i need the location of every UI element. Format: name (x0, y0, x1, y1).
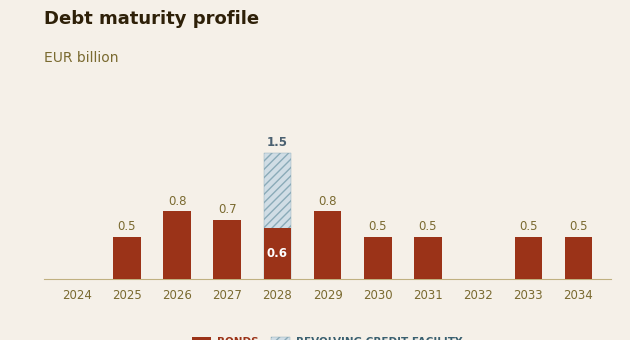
Text: 0.5: 0.5 (519, 220, 537, 233)
Text: 0.5: 0.5 (118, 220, 136, 233)
Bar (364, 237, 392, 279)
Text: 0.5: 0.5 (369, 220, 387, 233)
Text: Debt maturity profile: Debt maturity profile (44, 10, 259, 28)
Legend: BONDS, REVOLVING CREDIT FACILITY: BONDS, REVOLVING CREDIT FACILITY (188, 333, 467, 340)
Text: 0.8: 0.8 (168, 195, 186, 208)
Bar (515, 237, 542, 279)
Text: 0.6: 0.6 (267, 247, 288, 260)
Text: 0.5: 0.5 (419, 220, 437, 233)
Bar (414, 237, 442, 279)
Bar (163, 211, 191, 279)
Text: 0.7: 0.7 (218, 204, 236, 217)
Bar (263, 228, 291, 279)
Text: 1.5: 1.5 (267, 136, 288, 149)
Text: 0.8: 0.8 (318, 195, 337, 208)
Bar (263, 153, 291, 279)
Bar (214, 220, 241, 279)
Bar (564, 237, 592, 279)
Text: EUR billion: EUR billion (44, 51, 118, 65)
Text: 0.5: 0.5 (570, 220, 588, 233)
Bar (113, 237, 140, 279)
Bar (314, 211, 341, 279)
